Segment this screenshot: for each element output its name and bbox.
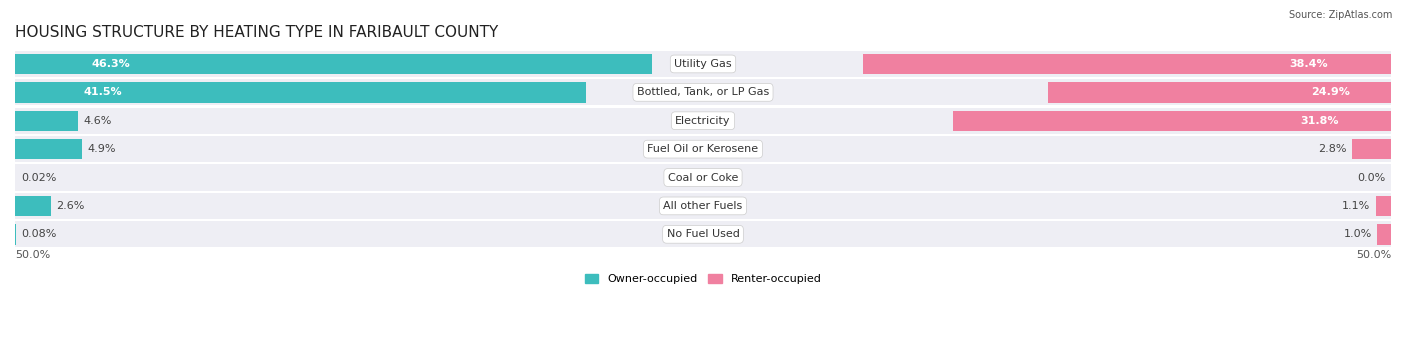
Bar (1049, 82, 1391, 103)
Text: Bottled, Tank, or LP Gas: Bottled, Tank, or LP Gas (637, 87, 769, 97)
Text: 0.02%: 0.02% (21, 173, 56, 182)
Bar (1378, 224, 1391, 244)
Text: 1.0%: 1.0% (1344, 229, 1372, 239)
Bar (15, 136, 1391, 162)
Legend: Owner-occupied, Renter-occupied: Owner-occupied, Renter-occupied (581, 269, 825, 289)
Bar (1376, 196, 1391, 216)
Text: 2.6%: 2.6% (56, 201, 84, 211)
Bar (15, 221, 1391, 247)
Bar (15, 164, 1391, 191)
Text: 50.0%: 50.0% (1355, 250, 1391, 260)
Text: 46.3%: 46.3% (91, 59, 131, 69)
Text: 24.9%: 24.9% (1310, 87, 1350, 97)
Text: 4.9%: 4.9% (89, 144, 117, 154)
Bar (15, 108, 1391, 134)
Text: Utility Gas: Utility Gas (675, 59, 731, 69)
Bar (953, 110, 1391, 131)
Text: 31.8%: 31.8% (1301, 116, 1339, 126)
Text: 41.5%: 41.5% (83, 87, 122, 97)
Bar (15, 193, 1391, 219)
Text: 0.08%: 0.08% (21, 229, 58, 239)
Bar (15, 51, 1391, 77)
Text: 0.0%: 0.0% (1357, 173, 1385, 182)
Text: 1.1%: 1.1% (1343, 201, 1371, 211)
Text: All other Fuels: All other Fuels (664, 201, 742, 211)
Text: 2.8%: 2.8% (1319, 144, 1347, 154)
Text: 4.6%: 4.6% (84, 116, 112, 126)
Bar (863, 54, 1391, 74)
Bar (15, 196, 51, 216)
Bar (1353, 139, 1391, 159)
Bar (15, 79, 1391, 105)
Text: HOUSING STRUCTURE BY HEATING TYPE IN FARIBAULT COUNTY: HOUSING STRUCTURE BY HEATING TYPE IN FAR… (15, 25, 498, 40)
Text: 38.4%: 38.4% (1289, 59, 1327, 69)
Text: Source: ZipAtlas.com: Source: ZipAtlas.com (1288, 10, 1392, 20)
Text: No Fuel Used: No Fuel Used (666, 229, 740, 239)
Bar (15, 110, 79, 131)
Bar (15, 82, 586, 103)
Text: 50.0%: 50.0% (15, 250, 51, 260)
Text: Fuel Oil or Kerosene: Fuel Oil or Kerosene (647, 144, 759, 154)
Text: Electricity: Electricity (675, 116, 731, 126)
Bar (15, 54, 652, 74)
Text: Coal or Coke: Coal or Coke (668, 173, 738, 182)
Bar (15, 139, 83, 159)
